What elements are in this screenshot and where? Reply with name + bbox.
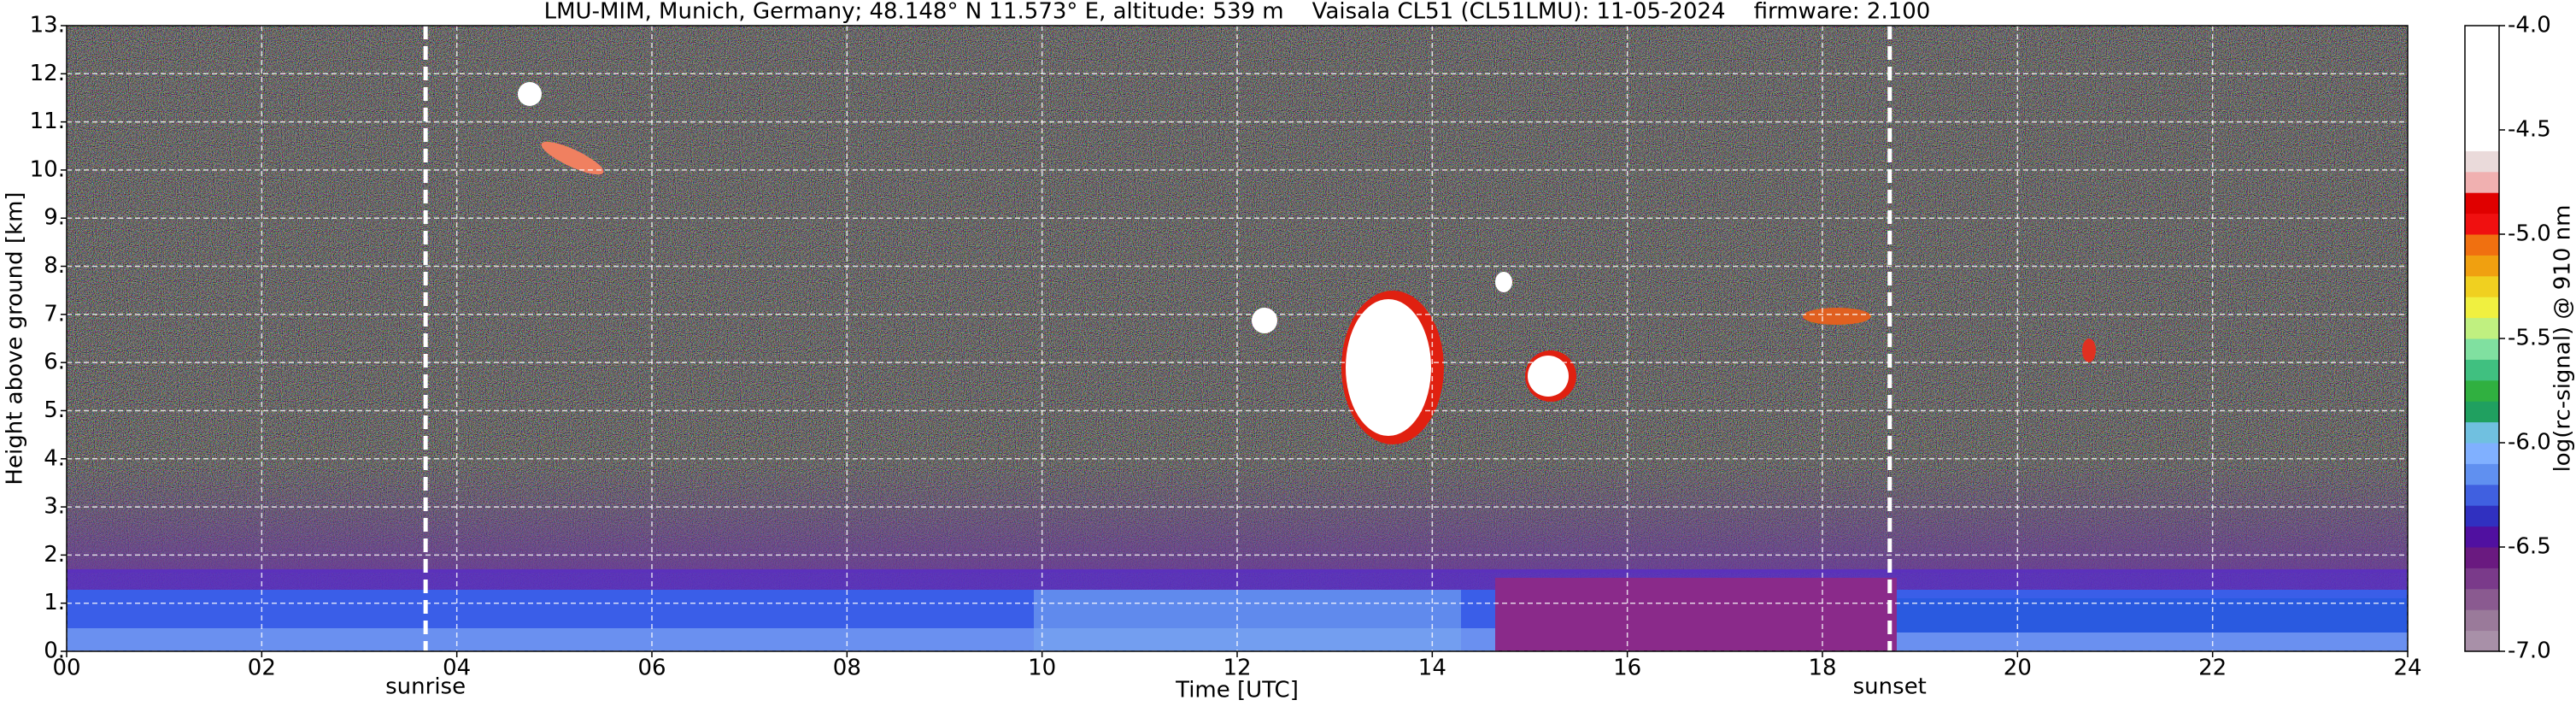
colorbar-swatch — [2465, 526, 2499, 548]
backscatter-field — [67, 26, 2408, 651]
y-tick-label: 2. — [44, 542, 65, 568]
colorbar-swatch — [2465, 547, 2499, 568]
colorbar-swatch — [2465, 338, 2499, 360]
y-tick-label: 9. — [44, 205, 65, 231]
x-tick-label: 14 — [1418, 656, 1446, 681]
y-tick-label: 13. — [30, 13, 65, 38]
x-tick-label: 24 — [2393, 656, 2421, 681]
colorbar-swatch — [2465, 297, 2499, 319]
axes: 00 02 04 06 08 10 12 14 16 18 20 22 24 0. 1. 2. 3. 4. 5. 6.… — [30, 13, 2551, 700]
colorbar-swatch — [2465, 609, 2499, 632]
x-tick-label: 16 — [1613, 656, 1641, 681]
x-tick-label: 08 — [833, 656, 861, 681]
colorbar-swatch — [2465, 568, 2499, 590]
colorbar-label: log(rc-signal) @ 910 nm — [2550, 205, 2576, 473]
plot-frame — [66, 25, 2409, 652]
colorbar-swatch — [2465, 46, 2499, 68]
colorbar-tick-label: -5.0 — [2508, 221, 2551, 247]
colorbar-swatch — [2465, 150, 2499, 173]
colorbar-swatch — [2465, 192, 2499, 215]
y-tick-label: 1. — [44, 590, 65, 615]
colorbar-swatch — [2465, 67, 2499, 89]
y-tick-label: 3. — [44, 494, 65, 520]
colorbar-tick-label: -6.5 — [2508, 534, 2551, 560]
colorbar-swatch — [2465, 26, 2499, 47]
y-tick-label: 0. — [44, 638, 65, 664]
colorbar-swatch — [2465, 275, 2499, 297]
annotation-label: sunrise — [385, 674, 466, 700]
x-tick-label: 04 — [443, 656, 471, 681]
colorbar-swatch — [2465, 463, 2499, 485]
colorbar-swatch — [2465, 359, 2499, 381]
y-tick-label: 6. — [44, 350, 65, 375]
colorbar-swatch — [2465, 484, 2499, 506]
x-axis-label: Time [UTC] — [1175, 678, 1299, 703]
x-tick-label: 06 — [637, 656, 666, 681]
colorbar-swatch — [2465, 88, 2499, 110]
colorbar-swatch — [2465, 109, 2499, 131]
x-tick-label: 00 — [52, 656, 80, 681]
colorbar-swatch — [2465, 379, 2499, 402]
colorbar-swatch — [2465, 234, 2499, 256]
colorbar-swatch — [2465, 171, 2499, 193]
x-tick-label: 18 — [1808, 656, 1836, 681]
x-tick-label: 10 — [1028, 656, 1056, 681]
colorbar-swatch — [2465, 630, 2499, 652]
y-tick-label: 10. — [30, 156, 65, 182]
colorbar-swatch — [2465, 421, 2499, 444]
colorbar-tick-label: -7.0 — [2508, 638, 2551, 664]
colorbar-swatch — [2465, 401, 2499, 423]
y-tick-label: 8. — [44, 253, 65, 279]
colorbar-tick-label: -4.5 — [2508, 117, 2551, 143]
y-tick-label: 12. — [30, 61, 65, 86]
x-tick-label: 02 — [248, 656, 276, 681]
annotation-label: sunset — [1853, 674, 1927, 700]
colorbar-swatch — [2465, 588, 2499, 610]
y-tick-label: 5. — [44, 397, 65, 423]
y-tick-label: 7. — [44, 301, 65, 327]
colorbar-swatch — [2465, 130, 2499, 151]
x-tick-label: 20 — [2004, 656, 2032, 681]
colorbar-tick-label: -5.5 — [2508, 326, 2551, 351]
y-tick-label: 11. — [30, 109, 65, 134]
colorbar-swatch — [2465, 213, 2499, 235]
x-tick-label: 22 — [2198, 656, 2227, 681]
colorbar-tick-label: -6.0 — [2508, 430, 2551, 456]
colorbar-tick-label: -4.0 — [2508, 13, 2551, 38]
chart-title: LMU-MIM, Munich, Germany; 48.148° N 11.5… — [544, 0, 1931, 25]
colorbar-swatch — [2465, 505, 2499, 527]
y-tick-label: 4. — [44, 445, 65, 471]
colorbar-swatch — [2465, 255, 2499, 277]
colorbar-swatch — [2465, 443, 2499, 464]
colorbar-swatch — [2465, 317, 2499, 339]
y-axis-label: Height above ground [km] — [3, 191, 28, 485]
x-tick-label: 12 — [1223, 656, 1251, 681]
